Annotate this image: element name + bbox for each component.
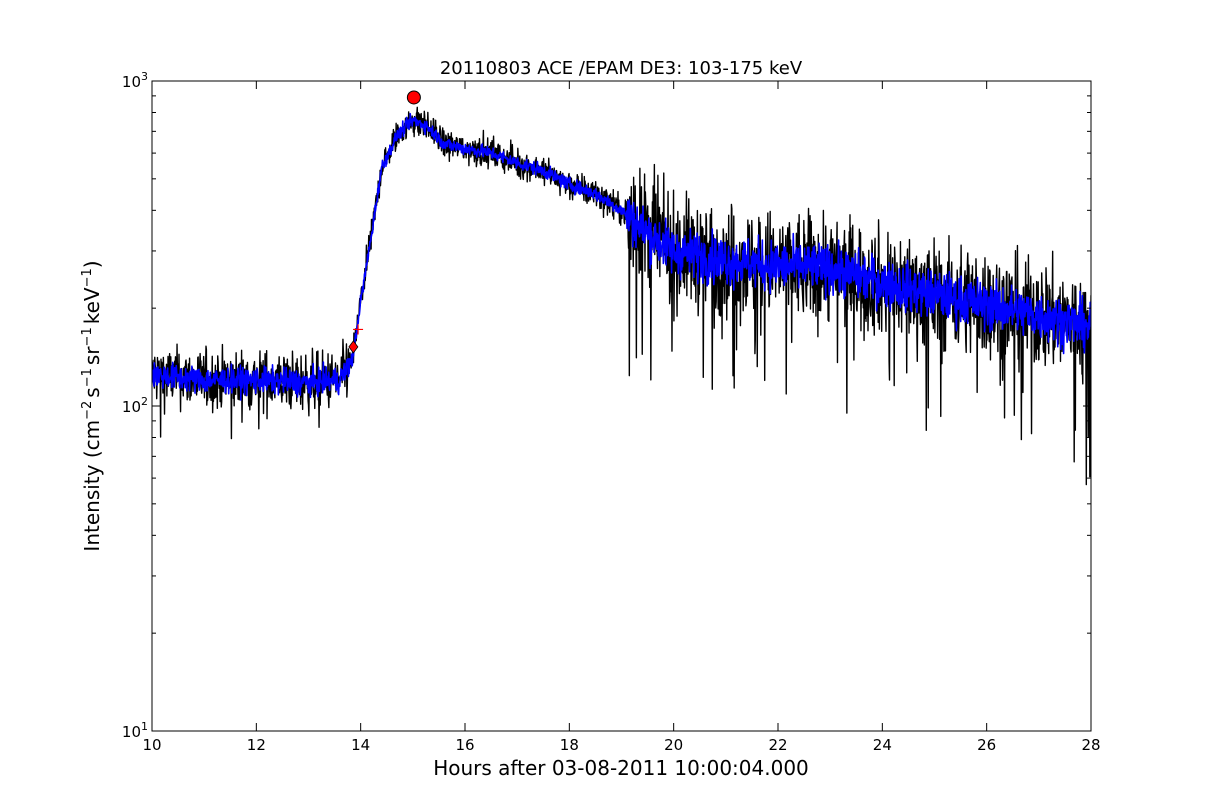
y-label-sup1: −2 — [80, 401, 95, 420]
y-tick-label: 103 — [122, 70, 148, 91]
x-axis-ticks: 10 12 14 16 18 20 22 24 26 28 — [142, 81, 1101, 754]
x-tick-label: 28 — [1081, 736, 1100, 754]
y-axis-label-group: Intensity (cm−2s−1sr−1keV−1) — [80, 260, 104, 551]
chart-title: 20110803 ACE /EPAM DE3: 103-175 keV — [440, 58, 803, 79]
onset-cross-marker — [353, 324, 364, 335]
x-tick-label: 24 — [873, 736, 892, 754]
x-axis-label: Hours after 03-08-2011 10:00:04.000 — [433, 756, 809, 780]
y-tick-label: 101 — [122, 720, 148, 741]
onset-marker — [348, 340, 359, 354]
x-tick-label: 16 — [455, 736, 474, 754]
y-tick-label: 102 — [122, 395, 148, 416]
x-tick-label: 10 — [142, 736, 161, 754]
x-tick-label: 20 — [664, 736, 683, 754]
y-label-sup4: −1 — [80, 268, 95, 287]
event-markers — [348, 90, 421, 354]
x-tick-label: 26 — [977, 736, 996, 754]
series-line-smoothed — [152, 112, 1091, 401]
y-label-sup3: −1 — [80, 327, 95, 346]
x-tick-label: 22 — [768, 736, 787, 754]
y-label-mid2: sr — [80, 346, 104, 365]
x-tick-label: 12 — [247, 736, 266, 754]
plot-data-area — [152, 106, 1091, 486]
peak-marker — [406, 90, 421, 105]
y-axis-label: Intensity (cm−2s−1sr−1keV−1) — [80, 260, 104, 551]
y-label-sup2: −1 — [80, 368, 95, 387]
x-tick-label: 18 — [560, 736, 579, 754]
x-tick-label: 14 — [351, 736, 370, 754]
y-label-mid1: s — [80, 387, 104, 397]
y-axis-ticks: 101 102 103 — [122, 70, 1091, 741]
y-label-base: Intensity (cm — [80, 420, 104, 552]
y-label-end: ) — [80, 260, 104, 268]
y-label-mid3: keV — [80, 287, 104, 324]
